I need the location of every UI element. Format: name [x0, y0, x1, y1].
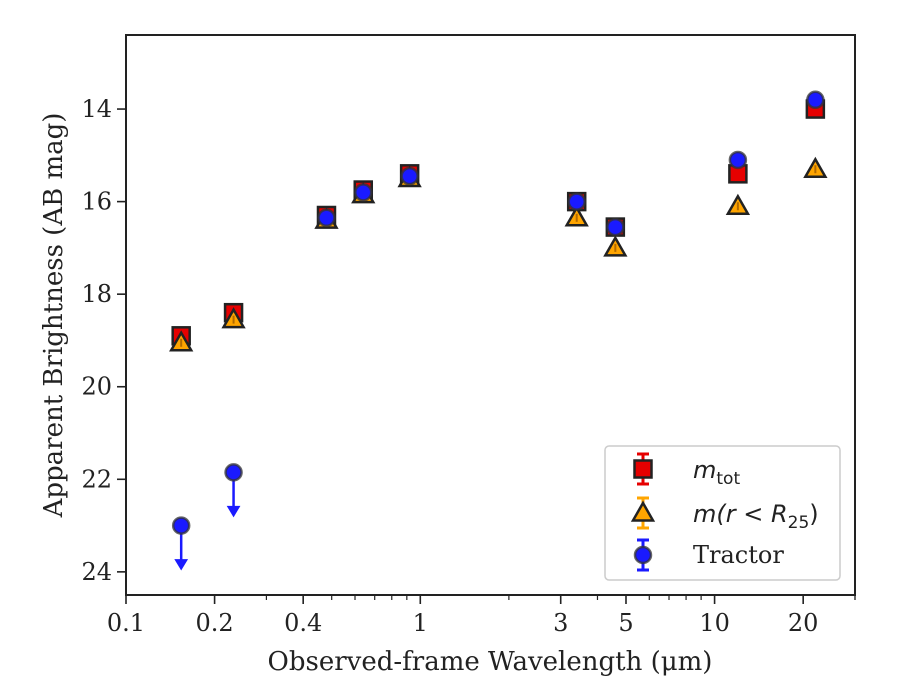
- legend-marker: [633, 459, 653, 479]
- x-tick-label: 10: [699, 609, 730, 637]
- legend-box: [604, 445, 841, 581]
- x-tick-label: 1: [413, 609, 428, 637]
- x-tick-label: 20: [788, 609, 819, 637]
- legend-label-tractor: Tractor: [693, 541, 784, 569]
- x-tick-label: 3: [553, 609, 568, 637]
- data-point: [171, 516, 191, 535]
- data-marks: [169, 90, 828, 571]
- upper-limit-arrowhead: [174, 559, 189, 571]
- series-m-tot: [171, 99, 826, 346]
- y-tick-label: 24: [81, 558, 112, 586]
- x-axis-label: Observed-frame Wavelength (μm): [268, 647, 713, 677]
- legend-label-m-r-r25: m(r < R25): [693, 500, 819, 533]
- x-tick-label: 0.4: [284, 609, 322, 637]
- y-tick-label: 16: [81, 188, 112, 216]
- data-point: [224, 463, 243, 482]
- plot-frame: [125, 34, 856, 596]
- legend-label-mtot: mtot: [693, 456, 740, 489]
- y-tick-label: 14: [81, 95, 112, 123]
- x-tick-label: 5: [618, 609, 633, 637]
- y-tick-label: 22: [81, 465, 112, 493]
- upper-limit-arrowhead: [226, 505, 241, 518]
- x-tick-label: 0.2: [196, 609, 234, 637]
- x-tick-label: 0.1: [107, 609, 145, 637]
- y-axis-label: Apparent Brightness (AB mag): [39, 113, 69, 519]
- y-tick-label: 18: [81, 280, 112, 308]
- series-tractor: [171, 90, 825, 571]
- legend-marker: [630, 500, 656, 522]
- series-m-r-r25-: [169, 156, 828, 352]
- y-tick-label: 20: [81, 373, 112, 401]
- legend-marker: [633, 545, 653, 565]
- legend: mtot m(r < R25) Tractor: [604, 445, 841, 581]
- axis-ticks: 0.1 0.2 0.4 1 3 5 10 20 14 16 18 20 22 24: [81, 95, 856, 637]
